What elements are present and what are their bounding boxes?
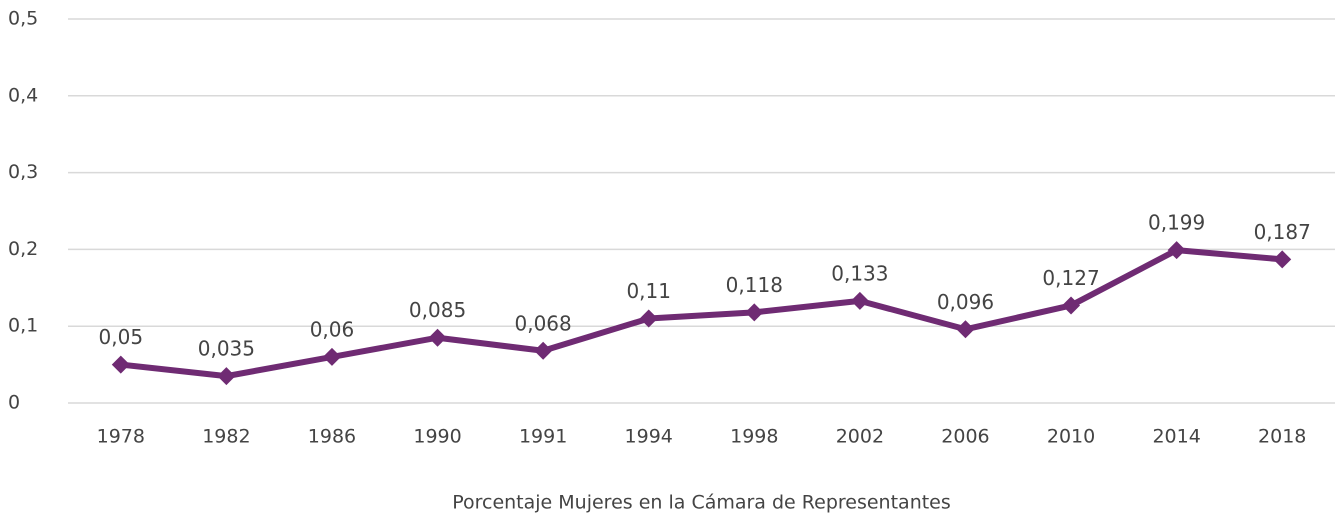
x-tick-label: 2010 bbox=[1047, 426, 1095, 448]
data-label: 0,06 bbox=[310, 317, 355, 341]
point-marker bbox=[1062, 296, 1081, 315]
point-marker bbox=[745, 303, 764, 322]
y-tick-label: 0,4 bbox=[8, 84, 38, 106]
point-marker bbox=[217, 367, 236, 386]
x-tick-label: 1991 bbox=[519, 426, 567, 448]
data-label: 0,05 bbox=[99, 325, 144, 349]
y-tick-label: 0,2 bbox=[8, 238, 38, 260]
point-marker bbox=[428, 328, 447, 347]
y-tick-label: 0,3 bbox=[8, 161, 38, 183]
point-marker bbox=[639, 309, 658, 328]
x-tick-label: 2006 bbox=[941, 426, 989, 448]
data-label: 0,035 bbox=[198, 337, 255, 361]
data-label: 0,11 bbox=[626, 279, 671, 303]
data-label: 0,096 bbox=[937, 290, 994, 314]
x-tick-label: 1978 bbox=[97, 426, 145, 448]
point-marker bbox=[322, 347, 341, 366]
data-label: 0,133 bbox=[831, 261, 888, 285]
data-label: 0,127 bbox=[1042, 266, 1099, 290]
point-marker bbox=[1273, 250, 1292, 269]
point-marker bbox=[111, 355, 130, 374]
x-tick-label: 2014 bbox=[1152, 426, 1200, 448]
point-marker bbox=[534, 341, 553, 360]
y-tick-label: 0 bbox=[8, 392, 20, 414]
point-marker bbox=[850, 291, 869, 310]
point-marker bbox=[1167, 241, 1186, 260]
x-tick-label: 1994 bbox=[625, 426, 673, 448]
data-label: 0,187 bbox=[1254, 220, 1311, 244]
y-tick-label: 0,1 bbox=[8, 315, 38, 337]
y-tick-label: 0,5 bbox=[8, 8, 38, 30]
series-line bbox=[120, 247, 1283, 380]
data-label: 0,085 bbox=[409, 298, 466, 322]
x-tick-label: 2018 bbox=[1258, 426, 1306, 448]
point-marker bbox=[956, 320, 975, 339]
data-label: 0,199 bbox=[1148, 211, 1205, 235]
data-label: 0,068 bbox=[514, 311, 571, 335]
x-tick-label: 1982 bbox=[202, 426, 250, 448]
x-tick-label: 1986 bbox=[308, 426, 356, 448]
x-tick-label: 2002 bbox=[836, 426, 884, 448]
x-tick-label: 1990 bbox=[413, 426, 461, 448]
legend-label: Porcentaje Mujeres en la Cámara de Repre… bbox=[452, 492, 951, 514]
data-label: 0,118 bbox=[726, 273, 783, 297]
x-tick-label: 1998 bbox=[730, 426, 778, 448]
